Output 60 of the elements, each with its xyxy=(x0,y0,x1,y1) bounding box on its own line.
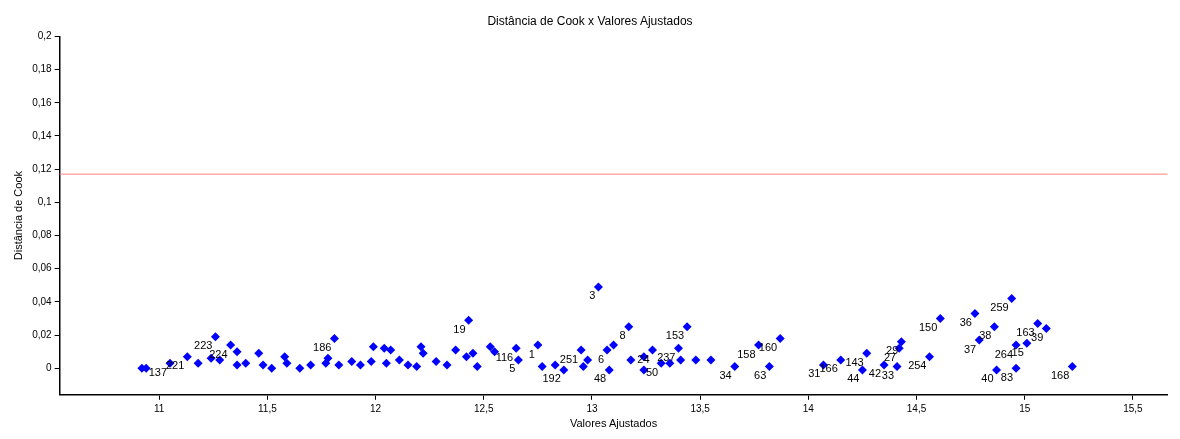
annotation: 166 xyxy=(819,362,838,375)
annotation: 186 xyxy=(313,340,332,353)
annotation: 31 xyxy=(808,367,821,380)
y-tick-label: 0,04 xyxy=(32,295,53,307)
annotation: 3 xyxy=(589,289,596,302)
annotation: 63 xyxy=(754,369,767,382)
annotation: 15 xyxy=(1011,345,1024,358)
annotation: 150 xyxy=(918,321,938,334)
y-axis-title: Distância de Cook xyxy=(11,170,24,261)
x-tick-label: 15,5 xyxy=(1123,402,1144,414)
annotation: 33 xyxy=(881,369,895,382)
y-tick-label: 0,18 xyxy=(32,63,53,75)
x-tick-label: 12 xyxy=(370,402,382,414)
annotation: 40 xyxy=(981,372,994,385)
annotation: 237 xyxy=(657,350,676,363)
annotation: 259 xyxy=(990,301,1009,314)
annotation: 38 xyxy=(979,329,992,342)
y-tick-label: 0,1 xyxy=(37,196,53,208)
annotation: 158 xyxy=(737,347,756,360)
annotation: 5 xyxy=(509,362,516,375)
x-tick-label: 12,5 xyxy=(474,402,494,414)
annotation: 36 xyxy=(959,316,972,329)
annotation: 153 xyxy=(665,329,685,342)
annotation: 6 xyxy=(597,352,605,365)
x-tick-label: 14,5 xyxy=(906,402,927,414)
y-tick-label: 0,14 xyxy=(32,129,53,141)
annotation: 37 xyxy=(964,342,977,355)
y-tick-label: 0,06 xyxy=(32,262,53,274)
annotation: 251 xyxy=(559,352,579,365)
annotation: 1 xyxy=(528,347,535,360)
annotation: 221 xyxy=(165,359,185,372)
annotation: 116 xyxy=(495,350,514,363)
y-tick-label: 0,16 xyxy=(32,96,53,108)
y-tick-label: 0 xyxy=(46,362,53,373)
annotation: 143 xyxy=(845,355,864,368)
chart-title: Distância de Cook x Valores Ajustados xyxy=(487,13,693,28)
annotation: 48 xyxy=(594,372,607,385)
annotation: 50 xyxy=(645,365,659,378)
annotation: 160 xyxy=(758,340,778,353)
y-tick-label: 0,2 xyxy=(37,30,53,42)
annotation: 19 xyxy=(453,322,466,335)
y-tick-label: 0,08 xyxy=(32,229,53,241)
x-tick-label: 13,5 xyxy=(690,402,711,414)
x-tick-label: 11 xyxy=(154,402,165,414)
annotation: 8 xyxy=(619,329,626,342)
y-tick-label: 0,12 xyxy=(32,162,53,174)
x-tick-label: 15 xyxy=(1019,402,1031,414)
annotation: 192 xyxy=(542,372,561,385)
annotation: 34 xyxy=(719,369,732,382)
x-tick-label: 11,5 xyxy=(258,402,278,414)
annotation: 168 xyxy=(1050,369,1070,382)
annotation: 254 xyxy=(908,359,927,372)
annotation: 44 xyxy=(847,372,860,385)
x-axis-title: Valores Ajustados xyxy=(569,417,658,430)
annotation: 42 xyxy=(868,367,882,380)
x-tick-label: 13 xyxy=(586,402,598,414)
y-tick-label: 0,02 xyxy=(32,328,53,340)
annotation: 83 xyxy=(1000,370,1014,383)
annotation: 137 xyxy=(148,365,168,378)
x-tick-label: 14 xyxy=(802,402,815,414)
